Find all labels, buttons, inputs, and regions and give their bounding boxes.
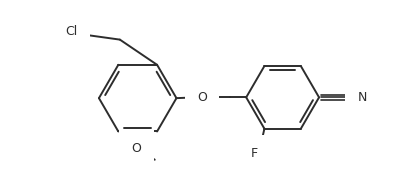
Text: N: N [358, 91, 367, 104]
Text: Cl: Cl [66, 25, 78, 38]
Text: O: O [131, 142, 141, 155]
Text: O: O [197, 91, 207, 104]
Text: F: F [250, 147, 257, 160]
